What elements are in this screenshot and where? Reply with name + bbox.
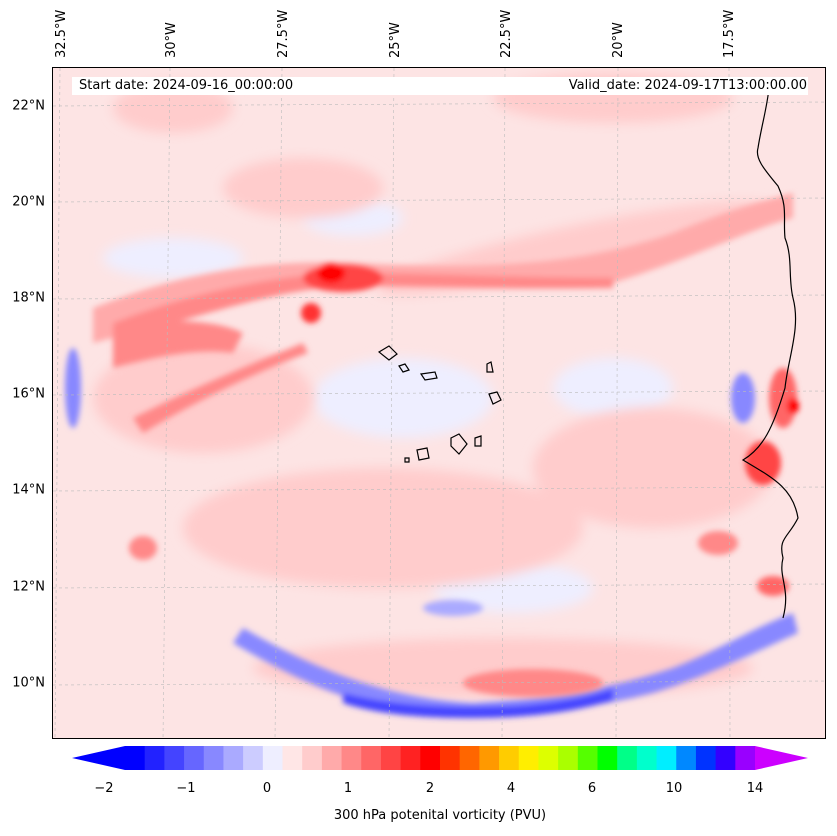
- colorbar-tick: 14: [746, 781, 764, 796]
- colorbar-low-extend: [72, 746, 125, 770]
- cape-verde-islands: [377, 345, 502, 463]
- colorbar-tick: −1: [176, 781, 196, 796]
- lat-label: 20°N: [12, 194, 45, 210]
- colorbar-cell: [735, 746, 756, 770]
- date-banner: [72, 77, 808, 95]
- colorbar-cell: [380, 746, 402, 770]
- colorbar-high-extend: [755, 746, 808, 770]
- colorbar-cell: [125, 746, 146, 770]
- colorbar-cell: [262, 746, 283, 770]
- lon-label: 20°W: [611, 22, 626, 58]
- lat-label: 16°N: [12, 386, 45, 402]
- colorbar-cell: [144, 746, 165, 770]
- lon-label: 30°W: [164, 22, 179, 58]
- colorbar-tick: 10: [665, 781, 683, 796]
- graticule: [53, 68, 825, 738]
- colorbar-cell: [302, 746, 323, 770]
- colorbar-cell: [341, 746, 362, 770]
- colorbar-cell: [695, 746, 717, 770]
- colorbar-tick: −2: [94, 781, 114, 796]
- colorbar-cell: [715, 746, 736, 770]
- colorbar-title: 300 hPa potenital vorticity (PVU): [333, 808, 547, 823]
- colorbar-cell: [558, 746, 579, 770]
- valid-date-label: Valid_date: 2024-09-17T13:00:00.00: [568, 78, 807, 93]
- coastline: [741, 87, 799, 619]
- pv-field: [53, 68, 825, 738]
- lat-label: 12°N: [12, 579, 45, 595]
- colorbar-cell: [676, 746, 697, 770]
- colorbar-cell: [656, 746, 677, 770]
- colorbar-cell: [597, 746, 618, 770]
- southern-blue-band: [65, 348, 798, 718]
- colorbar-cell: [282, 746, 303, 770]
- colorbar-tick: 6: [587, 781, 597, 796]
- colorbar-cell: [617, 746, 638, 770]
- coastal-red-blobs: [129, 368, 799, 697]
- lat-label: 14°N: [12, 482, 45, 498]
- colorbar-cell: [164, 746, 185, 770]
- lon-label: 27.5°W: [276, 9, 291, 58]
- colorbar-cell: [479, 746, 500, 770]
- colorbar-cell: [223, 746, 244, 770]
- lon-label: 22.5°W: [499, 9, 514, 58]
- colorbar-cell: [420, 746, 441, 770]
- colorbar-cell: [459, 746, 480, 770]
- colorbar-cell: [243, 746, 264, 770]
- lon-label: 17.5°W: [722, 9, 737, 58]
- map-panel: [52, 67, 826, 739]
- colorbar-cell: [538, 746, 559, 770]
- colorbar-tick: 0: [262, 781, 272, 796]
- colorbar-cell: [184, 746, 205, 770]
- lat-label: 22°N: [12, 98, 45, 114]
- jet-streak: [93, 193, 793, 433]
- colorbar-cell: [518, 746, 539, 770]
- lon-label: 32.5°W: [54, 9, 69, 58]
- colorbar-cell: [203, 746, 224, 770]
- lon-label: 25°W: [388, 22, 403, 58]
- colorbar-tick: 4: [506, 781, 516, 796]
- colorbar-cell: [440, 746, 461, 770]
- lat-label: 10°N: [12, 675, 45, 691]
- colorbar: [72, 746, 808, 770]
- colorbar-cell: [321, 746, 343, 770]
- colorbar-cell: [577, 746, 598, 770]
- start-date-label: Start date: 2024-09-16_00:00:00: [79, 78, 294, 93]
- colorbar-tick: 1: [343, 781, 353, 796]
- lat-label: 18°N: [12, 290, 45, 306]
- colorbar-cell: [499, 746, 520, 770]
- colorbar-cell: [636, 746, 658, 770]
- colorbar-cell: [400, 746, 421, 770]
- colorbar-cell: [361, 746, 382, 770]
- colorbar-tick: 2: [425, 781, 435, 796]
